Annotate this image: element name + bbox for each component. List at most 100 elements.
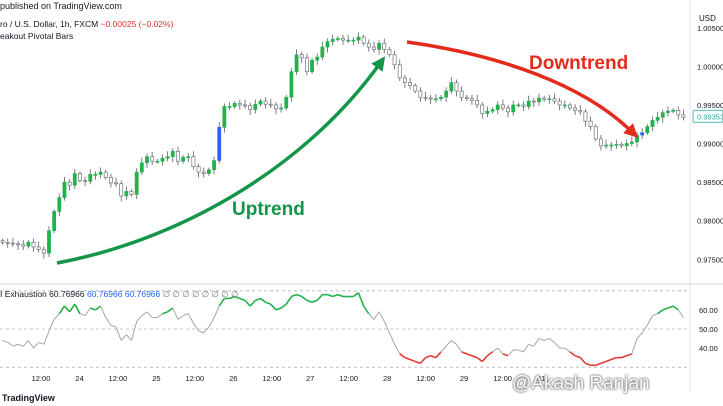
candle-body <box>408 82 412 86</box>
candle-body <box>413 85 418 92</box>
candle-body <box>304 57 309 73</box>
candle-body <box>186 156 191 158</box>
candle-body <box>206 169 211 174</box>
rsi-segment <box>136 315 143 322</box>
rsi-segment <box>172 307 179 320</box>
time-tick-label: 12:00 <box>109 374 128 383</box>
candle-body <box>237 103 242 106</box>
candle-body <box>26 242 31 247</box>
rsi-segment <box>672 305 679 311</box>
rsi-segment <box>120 334 127 341</box>
rsi-segment <box>486 351 494 357</box>
candle-body <box>36 246 41 250</box>
candle-body <box>588 120 593 127</box>
candle-body <box>619 143 624 147</box>
rsi-segment <box>311 299 318 304</box>
rsi-segment <box>234 295 241 300</box>
rsi-segment <box>43 330 50 345</box>
candle-body <box>614 143 619 146</box>
candle-body <box>470 98 474 101</box>
rsi-segment <box>466 353 473 357</box>
candle-body <box>222 106 227 128</box>
rsi-segment <box>327 293 333 298</box>
rsi-segment <box>383 321 390 334</box>
candle-body <box>72 173 77 186</box>
rsi-segment <box>610 356 617 361</box>
candle-body <box>52 211 57 232</box>
candle-body <box>397 64 402 79</box>
rsi-segment <box>456 344 463 353</box>
candle-body <box>562 104 567 107</box>
candle-body <box>583 111 588 122</box>
time-tick-label: 12:00 <box>493 374 512 383</box>
rsi-segment <box>74 303 81 315</box>
price-tick-label: 0.99500 <box>697 101 723 110</box>
candle-body <box>289 71 294 98</box>
rsi-segment <box>157 313 163 318</box>
rsi-segment <box>528 343 534 347</box>
candle-body <box>392 54 397 66</box>
rsi-segment <box>167 307 174 313</box>
candle-body <box>593 126 598 140</box>
rsi-segment <box>17 343 24 347</box>
time-tick-label: 28 <box>383 374 391 383</box>
candle-body <box>57 197 62 212</box>
rsi-value-1: 60.76966 <box>49 289 85 299</box>
rsi-segment <box>657 309 664 315</box>
candle-body <box>201 171 206 174</box>
rsi-segment <box>110 324 117 328</box>
candle-body <box>480 104 485 114</box>
candle-body <box>557 100 562 106</box>
candle-body <box>0 240 5 243</box>
candle-body <box>402 77 407 83</box>
candle-body <box>310 59 314 73</box>
rsi-segment <box>126 334 132 341</box>
rsi-segment <box>89 307 96 311</box>
candle-body <box>139 162 144 173</box>
rsi-segment <box>182 313 189 317</box>
rsi-segment <box>544 338 550 341</box>
rsi-segment <box>177 315 184 320</box>
candle-body <box>372 46 376 50</box>
downtrend-label: Downtrend <box>529 53 628 74</box>
rsi-segment <box>198 330 204 334</box>
candle-body <box>423 96 428 99</box>
rsi-segment <box>492 347 499 353</box>
candle-body <box>387 49 392 56</box>
candle-body <box>263 100 268 105</box>
price-tick-label: 0.97500 <box>697 255 723 264</box>
rsi-segment <box>285 296 293 305</box>
rsi-segment <box>394 344 401 355</box>
price-tick-label: 1.00500 <box>697 24 723 33</box>
candle-body <box>640 132 645 136</box>
candle-body <box>578 110 583 113</box>
rsi-segment <box>33 342 40 349</box>
rsi-tick-label: 60.00 <box>699 306 718 315</box>
trend-arrows-layer <box>56 40 638 265</box>
candle-body <box>67 181 72 186</box>
tradingview-brand[interactable]: TradingView <box>2 393 55 403</box>
candle-body <box>217 127 222 161</box>
rsi-segment <box>291 293 297 298</box>
candle-body <box>459 90 464 98</box>
time-tick-label: 12:00 <box>262 374 281 383</box>
uptrend-label: Uptrend <box>232 199 305 220</box>
rsi-segment <box>677 309 684 318</box>
rsi-segment <box>435 351 442 359</box>
rsi-segment <box>481 355 489 362</box>
rsi-segment <box>265 301 272 305</box>
candle-body <box>315 56 320 61</box>
rsi-segment <box>362 305 370 315</box>
price-tick-label: 0.98500 <box>697 178 723 187</box>
rsi-segment <box>600 360 607 365</box>
candle-body <box>537 97 541 103</box>
rsi-segment <box>259 297 267 303</box>
candle-body <box>134 171 139 195</box>
candle-body <box>531 100 536 103</box>
rsi-segment <box>337 293 344 298</box>
candle-body <box>253 103 258 110</box>
rsi-segment <box>306 299 313 304</box>
rsi-segment <box>445 340 452 347</box>
rsi-segment <box>193 323 199 332</box>
